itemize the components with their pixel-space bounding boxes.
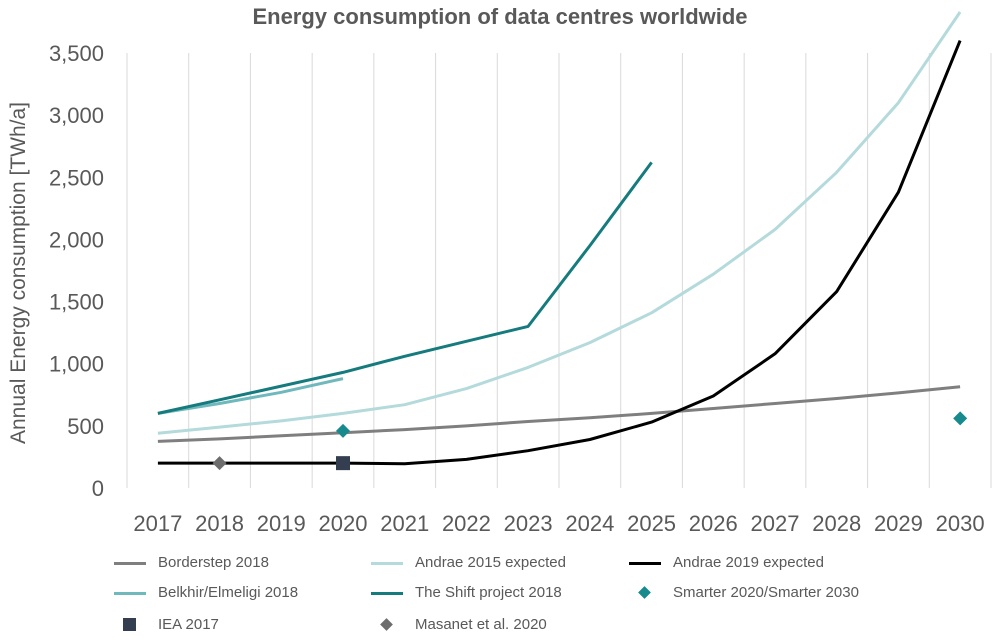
series-point-smarter-2020-smarter-2030 [953, 411, 968, 426]
legend: Borderstep 2018 Andrae 2015 expected Andra… [0, 548, 1000, 641]
legend-label: Masanet et al. 2020 [415, 616, 547, 633]
legend-label: Belkhir/Elmeligi 2018 [158, 584, 299, 601]
series-line-belkhir-elmeligi-2018 [157, 377, 344, 415]
series-point-smarter-2020-smarter-2030 [336, 423, 350, 438]
x-tick-label: 2021 [380, 511, 429, 536]
series-markers [212, 411, 968, 471]
x-tick-label: 2024 [565, 511, 614, 536]
x-tick-label: 2027 [751, 511, 800, 536]
y-tick-label: 500 [67, 414, 104, 439]
legend-label: Andrae 2015 expected [415, 554, 566, 571]
x-tick-label: 2030 [936, 511, 985, 536]
legend-label: Andrae 2019 expected [673, 554, 824, 571]
y-axis-ticks: 0 500 1,000 1,500 2,000 2,500 3,000 3,500 [49, 41, 104, 501]
legend-symbol [367, 556, 407, 570]
series-point-iea-2017 [336, 456, 350, 471]
y-tick-label: 2,500 [49, 165, 104, 190]
legend-symbol [367, 617, 407, 632]
x-tick-label: 2022 [442, 511, 491, 536]
x-tick-label: 2025 [627, 511, 676, 536]
series-line-borderstep-2018 [157, 385, 961, 443]
series-lines [157, 11, 962, 466]
grid-lines [126, 53, 992, 488]
y-tick-label: 1,000 [49, 352, 104, 377]
x-tick-label: 2020 [319, 511, 368, 536]
legend-item-belkhir-elmeligi-2018: Belkhir/Elmeligi 2018 [110, 584, 298, 601]
y-tick-label: 1,500 [49, 290, 104, 315]
legend-item-borderstep-2018: Borderstep 2018 [110, 554, 269, 571]
legend-item-andrae-2015-expected: Andrae 2015 expected [367, 554, 566, 571]
x-tick-label: 2018 [195, 511, 244, 536]
series-line-the-shift-project-2018 [157, 161, 653, 415]
x-tick-label: 2029 [874, 511, 923, 536]
legend-item-the-shift-project-2018: The Shift project 2018 [367, 584, 562, 601]
x-tick-label: 2017 [133, 511, 182, 536]
legend-item-iea-2017: IEA 2017 [110, 616, 219, 633]
series-line-andrae-2015-expected [157, 11, 962, 435]
legend-label: Smarter 2020/Smarter 2030 [673, 584, 859, 601]
x-tick-label: 2026 [689, 511, 738, 536]
legend-item-masanet-et-al-2020: Masanet et al. 2020 [367, 616, 547, 633]
series-line-andrae-2019-expected [157, 40, 962, 466]
legend-symbol [625, 556, 665, 570]
x-tick-label: 2023 [504, 511, 553, 536]
legend-symbol [110, 617, 150, 632]
legend-label: IEA 2017 [158, 616, 219, 633]
x-tick-label: 2019 [257, 511, 306, 536]
y-tick-label: 2,000 [49, 227, 104, 252]
legend-symbol [367, 586, 407, 600]
legend-symbol [625, 585, 665, 600]
x-tick-label: 2028 [812, 511, 861, 536]
legend-item-andrae-2019-expected: Andrae 2019 expected [625, 554, 824, 571]
legend-symbol [110, 556, 150, 570]
x-axis-ticks: 2017 2018 2019 2020 2021 2022 2023 2024 2025 2026… [133, 511, 984, 536]
y-tick-label: 0 [92, 476, 104, 501]
y-tick-label: 3,000 [49, 103, 104, 128]
series-point-masanet-et-al-2020 [212, 456, 227, 471]
legend-item-smarter-2020-smarter-2030: Smarter 2020/Smarter 2030 [625, 584, 859, 601]
chart-title: Energy consumption of data centres world… [252, 4, 748, 29]
legend-symbol [110, 586, 150, 600]
legend-label: The Shift project 2018 [415, 584, 562, 601]
y-axis-label: Annual Energy consumption [TWh/a] [7, 102, 30, 444]
legend-label: Borderstep 2018 [158, 554, 269, 571]
y-tick-label: 3,500 [49, 41, 104, 66]
